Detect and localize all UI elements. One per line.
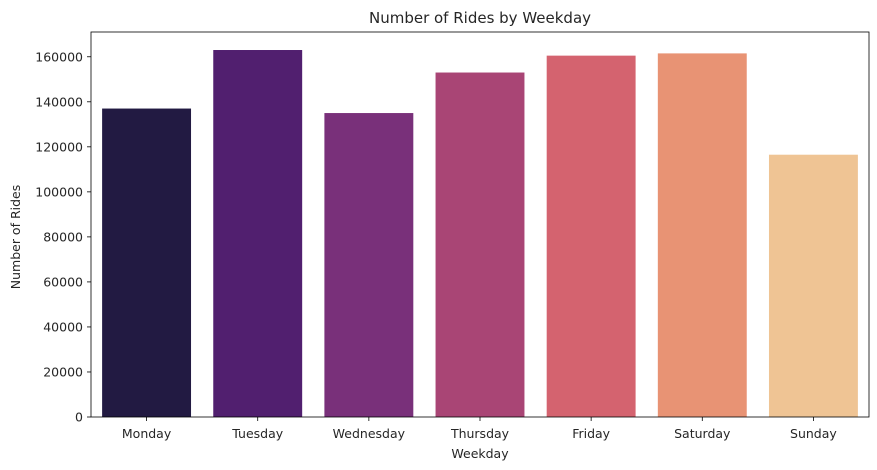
x-tick-label: Tuesday	[231, 426, 283, 441]
x-tick-label: Wednesday	[333, 426, 406, 441]
x-tick-label: Sunday	[790, 426, 837, 441]
x-axis-title: Weekday	[451, 446, 509, 461]
x-tick-label: Saturday	[674, 426, 731, 441]
bar-monday	[102, 108, 192, 417]
x-tick-label: Friday	[572, 426, 610, 441]
bar-sunday	[768, 154, 858, 417]
y-tick-label: 60000	[43, 274, 83, 289]
bar-tuesday	[213, 50, 303, 418]
y-tick-label: 80000	[43, 229, 83, 244]
y-axis-title: Number of Rides	[8, 185, 23, 290]
bar-wednesday	[324, 113, 414, 417]
y-tick-label: 0	[75, 410, 83, 425]
x-tick-label: Thursday	[450, 426, 510, 441]
plot-frame	[90, 31, 870, 418]
y-tick-label: 160000	[35, 49, 83, 64]
bar-saturday	[657, 53, 747, 418]
y-tick-label: 140000	[35, 94, 83, 109]
y-tick-label: 20000	[43, 364, 83, 379]
bar-thursday	[435, 72, 525, 418]
x-axis-ticks: Monday Tuesday Wednesday Thursday Friday Satu…	[122, 417, 837, 441]
bar-friday	[546, 55, 636, 417]
x-tick-label: Monday	[122, 426, 172, 441]
y-tick-label: 120000	[35, 139, 83, 154]
bars-group	[102, 50, 858, 418]
y-axis-ticks: 0 20000 40000 60000 80000 100000 120000 140000 1…	[35, 49, 91, 425]
y-tick-label: 100000	[35, 184, 83, 199]
chart-title: Number of Rides by Weekday	[369, 9, 591, 27]
y-tick-label: 40000	[43, 319, 83, 334]
